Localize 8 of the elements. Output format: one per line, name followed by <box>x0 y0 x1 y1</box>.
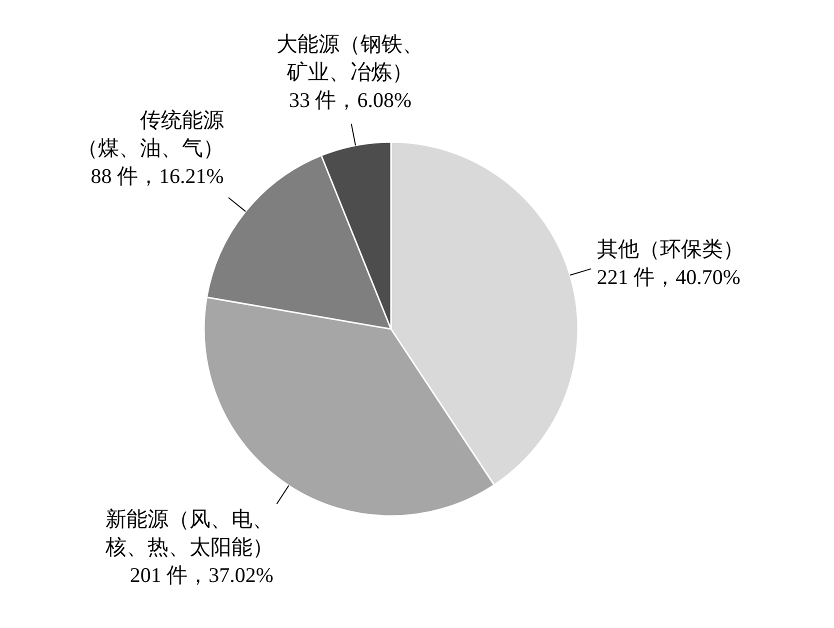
data-label: 88 件，16.21% <box>90 164 224 188</box>
slice-label: 新能源（风、电、核、热、太阳能） <box>104 507 274 560</box>
slice-label: 传统能源（煤、油、气） <box>76 108 224 160</box>
slice-label: 其他（环保类） <box>596 237 744 262</box>
slice-label: 大能源（钢铁、矿业、冶炼） <box>276 32 424 84</box>
data-label: 201 件，37.02% <box>130 563 274 588</box>
data-label: 221 件，40.70% <box>596 265 740 290</box>
data-label: 33 件，6.08% <box>288 88 412 112</box>
